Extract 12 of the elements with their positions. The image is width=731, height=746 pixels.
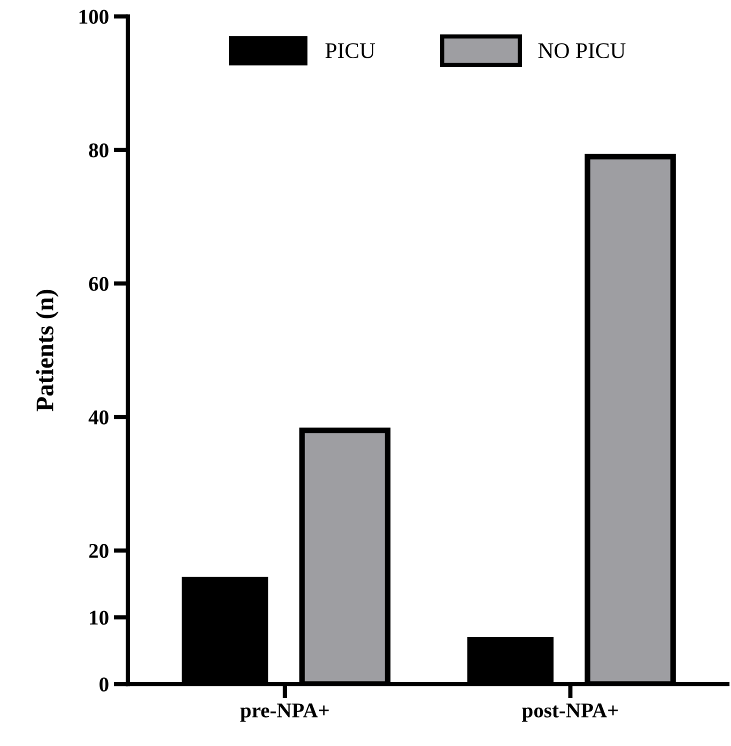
x-tick-label: post-NPA+ [522,704,618,722]
y-tick-label: 80 [89,143,108,158]
legend-label: NO PICU [538,43,626,58]
y-tick-label: 100 [80,10,108,24]
y-axis-title: Patients (n) [36,290,58,412]
legend-label: PICU [325,43,376,58]
y-tick-label: 40 [88,410,108,424]
x-tick-label: pre-NPA+ [240,704,329,722]
y-tick-label: 20 [89,544,108,558]
y-tick-label: 60 [89,276,108,291]
y-tick-label: 10 [90,610,108,625]
y-tick-label: 0 [100,677,108,692]
